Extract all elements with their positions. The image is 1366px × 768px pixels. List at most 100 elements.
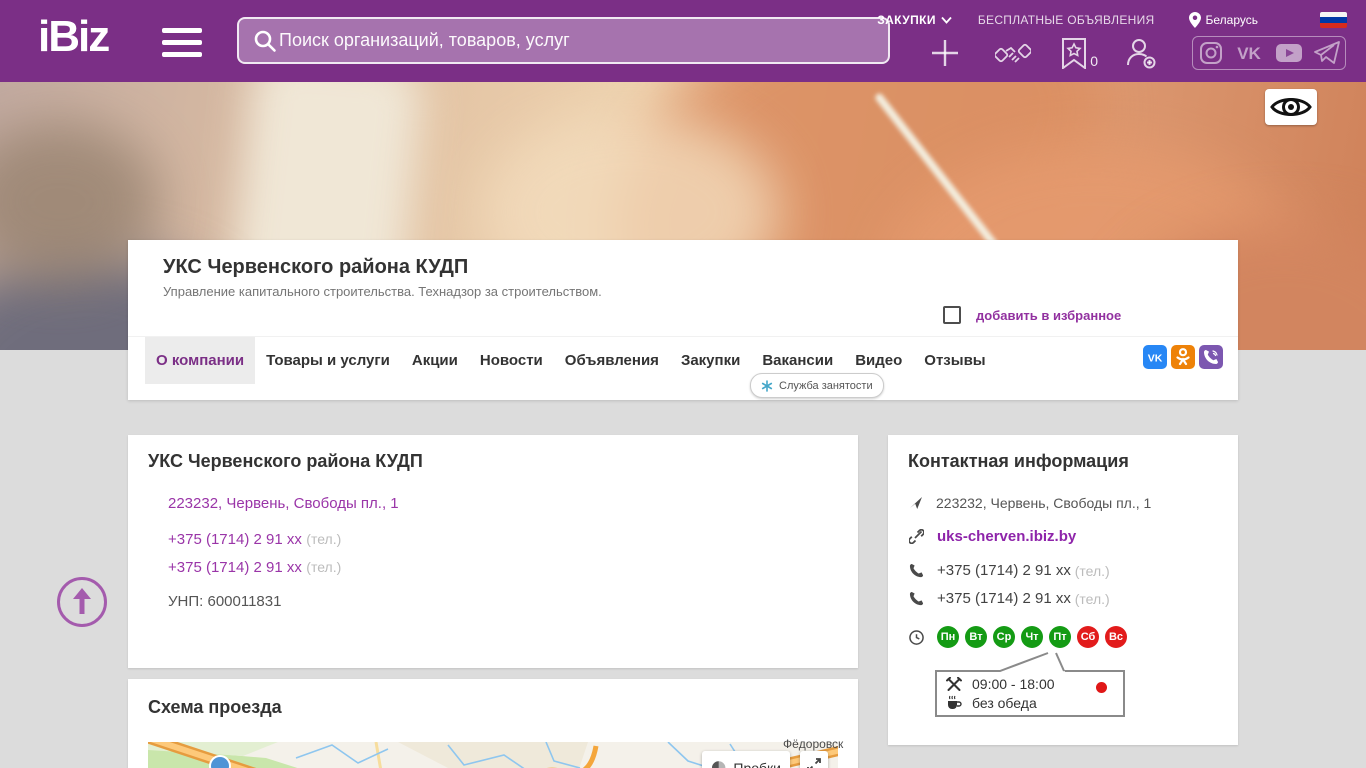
contact-phone-row: +375 (1714) 2 91 xx (тел.) [909,590,1110,607]
workday-thu[interactable]: Чт [1021,626,1043,648]
lunch-info: без обеда [972,694,1037,711]
company-website-link[interactable]: uks-cherven.ibiz.by [937,528,1077,545]
nav-procurement[interactable]: ЗАКУПКИ [877,13,952,27]
tools-icon [946,676,962,691]
viber-social-button[interactable] [1199,345,1223,369]
tab-video[interactable]: Видео [855,352,903,369]
employment-service-tooltip: Служба занятости [750,373,884,398]
scroll-to-top-button[interactable] [57,577,107,627]
clock-icon [909,629,924,645]
tab-procurement[interactable]: Закупки [680,352,741,369]
coffee-cup-icon [948,695,962,710]
link-icon [909,529,924,544]
search-input[interactable] [277,29,874,52]
odnoklassniki-social-button[interactable] [1171,345,1195,369]
svg-text:VK: VK [1237,44,1261,63]
map-expand-button[interactable] [800,751,828,768]
workday-tue[interactable]: Вт [965,626,987,648]
contact-info-card: Контактная информация 223232, Червень, С… [888,435,1238,745]
phone-note: (тел.) [306,559,342,575]
workday-fri[interactable]: Пт [1049,626,1071,648]
contact-website-row: uks-cherven.ibiz.by [909,528,1076,545]
status-dot [1096,682,1107,693]
handshake-icon[interactable] [995,37,1032,69]
traffic-icon [711,761,726,768]
eye-icon [1270,98,1312,116]
svg-text:VK: VK [1148,353,1163,365]
workday-sun[interactable]: Вс [1105,626,1127,648]
company-phone-link[interactable]: +375 (1714) 2 91 xx [168,559,302,576]
instagram-icon[interactable] [1199,41,1223,65]
search-box [237,17,890,64]
contact-phone-row: +375 (1714) 2 91 xx (тел.) [909,562,1110,579]
tab-promotions[interactable]: Акции [411,352,458,369]
contact-phone: +375 (1714) 2 91 xx [937,590,1071,607]
workday-wed[interactable]: Ср [993,626,1015,648]
menu-icon[interactable] [162,28,202,64]
employment-service-label: Служба занятости [779,379,873,392]
phone-note: (тел.) [1074,590,1110,607]
vk-icon[interactable]: VK [1234,41,1264,65]
expand-icon [807,758,821,768]
map-place-label: Фёдоровск [783,737,844,751]
map-card: Схема проезда [128,679,858,768]
tab-products[interactable]: Товары и услуги [266,352,390,369]
company-address-link[interactable]: 223232, Червень, Свободы пл., 1 [168,495,399,512]
tab-news[interactable]: Новости [479,352,543,369]
chevron-down-icon [941,16,952,24]
working-hours: 09:00 - 18:00 [972,676,1055,693]
header-icon-bar: 0 VK [929,36,1346,70]
info-card-title: УКС Червенского района КУДП [148,451,423,471]
header-social-links: VK [1192,36,1346,70]
arrow-up-icon [73,588,91,614]
location-pin-icon [1188,12,1201,28]
vk-social-button[interactable]: VK [1143,345,1167,369]
tab-about[interactable]: О компании [145,337,256,384]
favorite-label: добавить в избранное [976,307,1122,323]
favorites-bookmark-icon[interactable]: 0 [1061,37,1098,69]
tab-vacancies[interactable]: Вакансии [762,352,834,369]
header-top-nav: ЗАКУПКИ БЕСПЛАТНЫЕ ОБЪЯВЛЕНИЯ Беларусь [877,12,1347,28]
working-days-row: Пн Вт Ср Чт Пт Сб Вс [909,626,1133,648]
flag-russia-icon[interactable] [1320,12,1347,28]
company-phone-link[interactable]: +375 (1714) 2 91 xx [168,531,302,548]
phone-icon [909,563,924,578]
logo[interactable]: iBiz [38,12,110,61]
tab-ads[interactable]: Объявления [564,352,659,369]
map-card-title: Схема проезда [148,697,282,717]
favorites-count: 0 [1090,53,1098,69]
workday-sat[interactable]: Сб [1077,626,1099,648]
company-tabs: О компании Товары и услуги Акции Новости… [128,336,1238,384]
asterisk-icon [761,379,773,392]
company-subtitle: Управление капитального строительства. Т… [163,284,602,299]
contact-address-row: 223232, Червень, Свободы пл., 1 [909,495,1151,511]
add-to-favorites[interactable]: добавить в избранное [943,306,1121,324]
add-company-icon[interactable] [929,37,961,69]
telegram-icon[interactable] [1313,41,1340,65]
page-title: УКС Червенского района КУДП [163,256,469,278]
star-icon [1066,42,1082,57]
accessibility-eye-button[interactable] [1265,89,1317,125]
working-hours-tooltip: 09:00 - 18:00 без обеда [935,670,1125,717]
favorite-checkbox[interactable] [943,306,961,324]
search-icon [254,30,276,52]
contact-phone: +375 (1714) 2 91 xx [937,562,1071,579]
header: iBiz ЗАКУПКИ БЕСПЛАТНЫЕ ОБЪЯВЛЕНИЯ Бел [0,0,1366,82]
company-info-card: УКС Червенского района КУДП 223232, Черв… [128,435,858,668]
phone-note: (тел.) [306,531,342,547]
youtube-icon[interactable] [1275,42,1303,64]
nav-arrow-icon [910,497,922,509]
workday-mon[interactable]: Пн [937,626,959,648]
nav-free-ads[interactable]: БЕСПЛАТНЫЕ ОБЪЯВЛЕНИЯ [977,13,1155,27]
company-unp: УНП: 600011831 [168,593,282,610]
company-header-card: УКС Червенского района КУДП Управление к… [128,240,1238,400]
phone-note: (тел.) [1074,562,1110,579]
user-add-icon[interactable] [1124,36,1158,70]
region-selector[interactable]: Беларусь [1188,12,1258,28]
contact-address: 223232, Червень, Свободы пл., 1 [936,495,1152,511]
ok-icon [1176,348,1190,366]
tab-reviews[interactable]: Отзывы [924,352,986,369]
phone-icon [909,591,924,606]
traffic-button[interactable]: Пробки [702,751,790,768]
